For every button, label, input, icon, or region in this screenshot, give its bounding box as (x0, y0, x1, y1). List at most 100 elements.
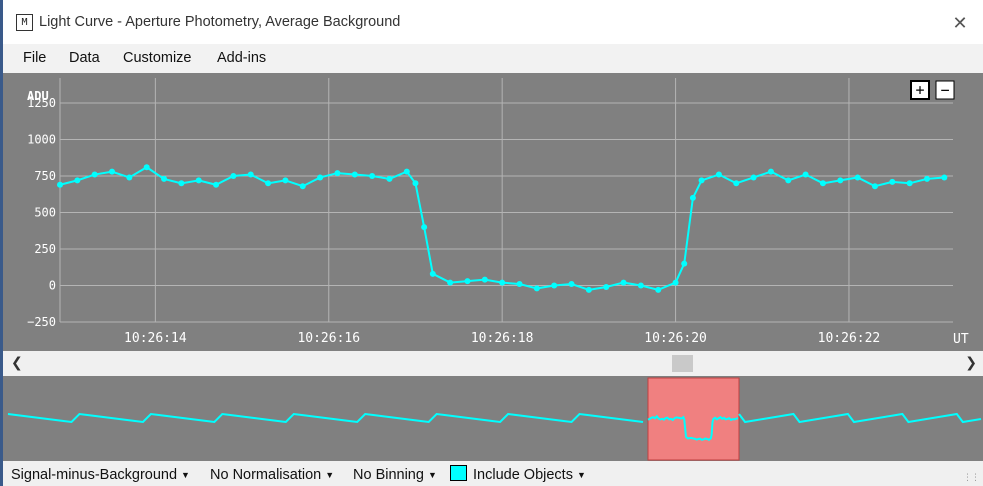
data-point (481, 276, 488, 283)
zoom-out-icon: − (940, 81, 949, 99)
light-curve-plot[interactable]: −250 0 250 500 750 1000 1250 10:26:14 10:26:16 10… (3, 73, 983, 351)
data-point (412, 180, 419, 187)
x-axis-unit-label: UT (953, 332, 969, 347)
signal-mode-label: Signal-minus-Background (11, 467, 178, 483)
data-point (299, 183, 306, 190)
data-point (923, 175, 930, 182)
chart-axes: −250 0 250 500 750 1000 1250 10:26:14 10:26:16 10… (27, 78, 953, 346)
overview-series-line (647, 414, 739, 442)
data-point (854, 174, 861, 181)
data-point (750, 174, 757, 181)
data-point (551, 282, 558, 289)
data-point (785, 177, 792, 184)
menu-file[interactable]: File (23, 50, 47, 66)
data-point (403, 168, 410, 175)
binning-dropdown[interactable]: No Binning ▼ (353, 467, 437, 483)
data-point (585, 286, 592, 293)
data-point (733, 180, 740, 187)
window-title: Light Curve - Aperture Photometry, Avera… (39, 14, 401, 30)
x-tick-label: 10:26:18 (471, 331, 534, 346)
app-icon: M (16, 14, 33, 31)
x-tick-label: 10:26:16 (297, 331, 360, 346)
chevron-down-icon: ▼ (427, 470, 437, 481)
chevron-down-icon: ▼ (576, 470, 586, 481)
y-tick-label: 0 (49, 279, 56, 293)
data-point (143, 164, 150, 171)
scrollbar-thumb[interactable] (672, 355, 693, 372)
y-tick-label: 500 (34, 206, 56, 220)
data-point (767, 168, 774, 175)
zoom-in-icon: + (915, 81, 924, 99)
data-point (317, 174, 324, 181)
overview-series-line (738, 412, 982, 424)
data-point (672, 279, 679, 286)
signal-mode-dropdown[interactable]: Signal-minus-Background ▼ (11, 467, 190, 483)
title-bar: M Light Curve - Aperture Photometry, Ave… (3, 0, 983, 44)
chevron-down-icon: ▼ (325, 470, 335, 481)
overview-series-line (7, 412, 644, 424)
menu-add-ins[interactable]: Add-ins (217, 50, 267, 66)
include-objects-label: Include Objects (473, 467, 573, 483)
normalisation-label: No Normalisation (210, 467, 322, 483)
scroll-left-arrow-icon[interactable]: ❮ (11, 354, 23, 370)
x-tick-label: 10:26:22 (818, 331, 881, 346)
include-objects-dropdown[interactable]: Include Objects ▼ (473, 467, 586, 483)
normalisation-dropdown[interactable]: No Normalisation ▼ (210, 467, 334, 483)
y-tick-label: 1000 (27, 133, 56, 147)
chart-series (57, 164, 948, 293)
data-point (161, 175, 168, 182)
light-curve-chart: −250 0 250 500 750 1000 1250 10:26:14 10:26:16 10… (27, 78, 969, 347)
data-point (906, 180, 913, 187)
data-point (386, 175, 393, 182)
menu-bar: File Data Customize Add-ins (3, 44, 983, 73)
data-point (568, 281, 575, 288)
y-tick-label: 750 (34, 169, 56, 183)
data-point (499, 279, 506, 286)
data-point (57, 181, 63, 188)
data-point (533, 285, 540, 292)
x-tick-label: 10:26:14 (124, 331, 187, 346)
zoom-out-button[interactable]: − (935, 80, 955, 100)
menu-data[interactable]: Data (69, 50, 100, 66)
data-point (689, 194, 696, 201)
data-point (265, 180, 272, 187)
data-point (282, 177, 289, 184)
data-point (369, 173, 376, 179)
data-point (464, 278, 471, 285)
horizontal-scrollbar[interactable]: ❮ ❯ (3, 351, 983, 376)
scroll-right-arrow-icon[interactable]: ❯ (965, 354, 977, 370)
data-point (178, 180, 185, 187)
data-point (681, 260, 688, 267)
data-point (941, 174, 948, 181)
data-point (230, 173, 237, 179)
data-point (620, 279, 627, 286)
overview-strip[interactable] (3, 376, 983, 461)
data-point (421, 224, 428, 231)
data-point (334, 170, 341, 177)
chart-grid (60, 78, 953, 323)
data-point (715, 171, 722, 178)
data-point (698, 177, 705, 184)
close-button[interactable]: ✕ (952, 13, 968, 33)
data-point (213, 181, 220, 188)
data-point (871, 183, 878, 190)
resize-grip-icon[interactable]: ⋮⋮ (963, 472, 980, 482)
binning-label: No Binning (353, 467, 424, 483)
data-point (351, 171, 358, 178)
status-bar: Signal-minus-Background ▼ No Normalisatio… (3, 461, 983, 486)
data-point (429, 270, 436, 277)
data-point (819, 180, 826, 187)
y-tick-label: −250 (27, 315, 56, 329)
x-tick-label: 10:26:20 (644, 331, 707, 346)
overview-chart (7, 377, 982, 461)
data-point (447, 279, 454, 286)
menu-customize[interactable]: Customize (123, 50, 192, 66)
zoom-in-button[interactable]: + (910, 80, 930, 100)
data-point (637, 282, 644, 289)
data-point (195, 177, 202, 184)
data-point (516, 281, 523, 288)
y-tick-label: 250 (34, 242, 56, 256)
data-point (802, 171, 809, 178)
data-point (603, 283, 610, 290)
series-color-swatch[interactable] (450, 465, 467, 481)
